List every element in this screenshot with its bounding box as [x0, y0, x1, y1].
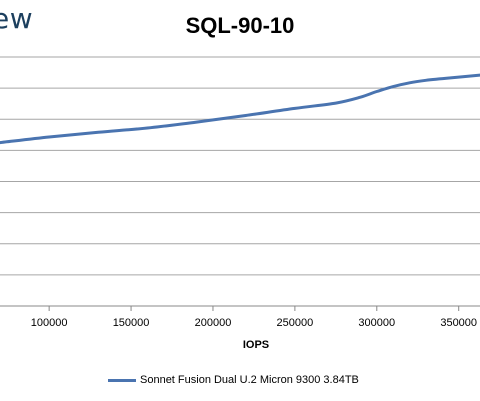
series-line [0, 73, 480, 145]
x-axis-title: IOPS [243, 339, 269, 351]
series-lines [0, 73, 480, 145]
x-tick-label: 350000 [440, 317, 477, 329]
chart-legend: Sonnet Fusion Dual U.2 Micron 9300 3.84T… [108, 374, 359, 386]
legend-label: Sonnet Fusion Dual U.2 Micron 9300 3.84T… [140, 374, 359, 386]
chart-title: SQL-90-10 [185, 13, 295, 38]
grid-lines [0, 56, 480, 276]
brand-logo: ew [0, 2, 34, 35]
x-tick-label: 250000 [277, 317, 314, 329]
x-tick-label: 300000 [358, 317, 395, 329]
x-tick-label: 100000 [31, 317, 68, 329]
legend-swatch [108, 378, 136, 382]
x-tick-label: 200000 [195, 317, 232, 329]
x-tick-label: 150000 [113, 317, 150, 329]
x-axis-ticks: 100000 150000 200000 250000 300000 350000 [31, 306, 477, 329]
